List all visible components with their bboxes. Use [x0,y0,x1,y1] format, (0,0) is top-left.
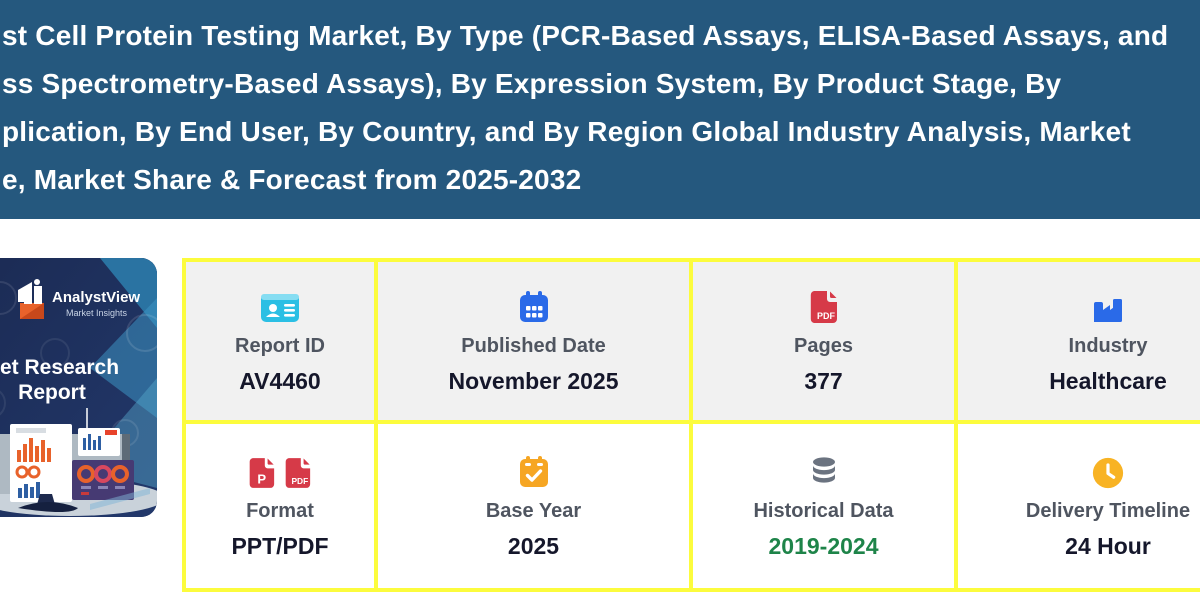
svg-text:P: P [257,471,266,486]
factory-icon [1094,299,1122,322]
report-cover-illustration: AnalystView Market Insights Market Resea… [0,258,157,517]
info-cell-pages: PDF Pages 377 [693,262,954,420]
report-title-line: ss Spectrometry-Based Assays), By Expres… [2,68,1062,99]
report-title-line: e, Market Share & Forecast from 2025-203… [2,164,582,195]
info-value: AV4460 [239,368,321,394]
info-value: 2025 [507,533,560,559]
report-title-line: plication, By End User, By Country, and … [2,116,1131,147]
monitor-illustration [0,424,150,512]
cover-title-line1: Market Research [0,356,119,379]
svg-text:PDF: PDF [291,476,308,486]
info-cell-historical-data: Historical Data 2019-2024 [693,424,954,588]
info-label: Base Year [485,500,582,522]
info-cell-published-date: Published Date November 2025 [378,262,689,420]
report-title-line: st Cell Protein Testing Market, By Type … [2,20,1169,51]
ppt-file-icon: P [249,458,275,488]
pdf-file-icon: PDF [285,458,311,488]
info-label: Historical Data [753,500,894,522]
info-label: Report ID [235,335,325,357]
info-label: Format [246,500,314,522]
info-value: Healthcare [1049,368,1167,394]
info-label: Delivery Timeline [1025,500,1191,522]
database-icon [812,457,835,483]
info-value: 377 [804,368,843,394]
analystview-logo-icon [18,279,44,319]
info-cell-base-year: Base Year 2025 [378,424,689,588]
id-card-icon [261,294,299,322]
info-label: Published Date [461,335,606,357]
report-title-banner: st Cell Protein Testing Market, By Type … [0,0,1200,219]
info-cell-format: P PDF Format PPT/PDF [186,424,374,588]
info-value: PPT/PDF [231,533,329,559]
info-value: November 2025 [448,368,619,394]
info-value: 24 Hour [1065,533,1151,559]
info-cell-industry: Industry Healthcare [958,262,1200,420]
svg-text:PDF: PDF [817,311,836,321]
report-cover-thumbnail: AnalystView Market Insights Market Resea… [0,258,157,517]
pdf-file-icon: PDF [810,291,837,323]
clock-icon [1092,457,1124,489]
info-label: Pages [794,335,853,357]
calendar-check-icon [519,456,548,487]
info-label: Industry [1068,335,1148,357]
cover-title-line2: Report [18,381,86,404]
info-value: 2019-2024 [768,533,879,559]
calendar-icon [519,291,548,322]
brand-tagline-text: Market Insights [66,308,128,318]
info-cell-report-id: Report ID AV4460 [186,262,374,420]
info-cell-delivery-timeline: Delivery Timeline 24 Hour [958,424,1200,588]
report-info-grid: Report ID AV4460 Published Date November… [182,258,1200,592]
brand-name-text: AnalystView [52,289,140,306]
